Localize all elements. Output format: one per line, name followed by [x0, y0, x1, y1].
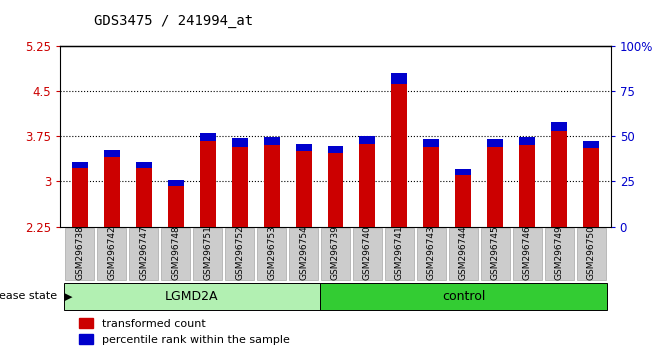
- Bar: [65, 228, 94, 280]
- Text: GSM296743: GSM296743: [427, 225, 436, 280]
- Bar: [97, 228, 126, 280]
- Text: disease state: disease state: [0, 291, 57, 302]
- Text: GSM296750: GSM296750: [587, 225, 596, 280]
- Text: GSM296739: GSM296739: [331, 225, 340, 280]
- Bar: [519, 145, 535, 227]
- Bar: [129, 228, 158, 280]
- Bar: [72, 168, 88, 227]
- Text: GSM296745: GSM296745: [491, 225, 500, 280]
- Text: GSM296746: GSM296746: [523, 225, 532, 280]
- Bar: [583, 141, 599, 148]
- Bar: [481, 228, 510, 280]
- Bar: [231, 147, 248, 227]
- Bar: [168, 185, 184, 227]
- Bar: [456, 175, 472, 227]
- Bar: [513, 228, 542, 280]
- Bar: [456, 170, 472, 176]
- Bar: [136, 167, 152, 227]
- Bar: [199, 133, 215, 141]
- Text: GSM296752: GSM296752: [235, 225, 244, 280]
- Bar: [360, 144, 376, 227]
- Bar: [327, 146, 344, 153]
- Text: GSM296749: GSM296749: [555, 225, 564, 280]
- Text: GSM296747: GSM296747: [139, 225, 148, 280]
- Bar: [487, 147, 503, 227]
- Bar: [423, 147, 440, 227]
- Bar: [72, 162, 88, 168]
- Text: GSM296748: GSM296748: [171, 225, 180, 280]
- Text: GSM296740: GSM296740: [363, 225, 372, 280]
- Bar: [327, 153, 344, 227]
- Bar: [264, 137, 280, 145]
- Text: ▶: ▶: [64, 291, 72, 302]
- Bar: [136, 161, 152, 167]
- Bar: [423, 139, 440, 147]
- Bar: [225, 228, 254, 280]
- Bar: [583, 148, 599, 227]
- Bar: [264, 145, 280, 227]
- Bar: [417, 228, 446, 280]
- Bar: [168, 180, 184, 185]
- Text: GDS3475 / 241994_at: GDS3475 / 241994_at: [94, 14, 253, 28]
- Bar: [231, 138, 248, 147]
- Bar: [552, 131, 568, 227]
- Bar: [199, 141, 215, 227]
- Text: GSM296754: GSM296754: [299, 225, 308, 280]
- Legend: transformed count, percentile rank within the sample: transformed count, percentile rank withi…: [79, 319, 289, 345]
- Bar: [321, 228, 350, 280]
- Bar: [103, 150, 119, 157]
- Bar: [295, 152, 311, 227]
- Bar: [545, 228, 574, 280]
- Bar: [577, 228, 606, 280]
- Bar: [257, 228, 286, 280]
- Bar: [391, 73, 407, 84]
- Text: GSM296751: GSM296751: [203, 225, 212, 280]
- Bar: [552, 122, 568, 131]
- Bar: [385, 228, 414, 280]
- Bar: [360, 136, 376, 144]
- Text: LGMD2A: LGMD2A: [165, 290, 218, 303]
- Bar: [64, 283, 319, 310]
- Text: GSM296753: GSM296753: [267, 225, 276, 280]
- Bar: [487, 139, 503, 147]
- Text: control: control: [442, 290, 485, 303]
- Bar: [161, 228, 190, 280]
- Text: GSM296742: GSM296742: [107, 225, 116, 280]
- Bar: [391, 84, 407, 227]
- Bar: [295, 144, 311, 152]
- Bar: [353, 228, 382, 280]
- Bar: [193, 228, 222, 280]
- Bar: [449, 228, 478, 280]
- Text: GSM296741: GSM296741: [395, 225, 404, 280]
- Text: GSM296738: GSM296738: [75, 225, 84, 280]
- Bar: [319, 283, 607, 310]
- Bar: [289, 228, 318, 280]
- Text: GSM296744: GSM296744: [459, 225, 468, 280]
- Bar: [103, 157, 119, 227]
- Bar: [519, 137, 535, 145]
